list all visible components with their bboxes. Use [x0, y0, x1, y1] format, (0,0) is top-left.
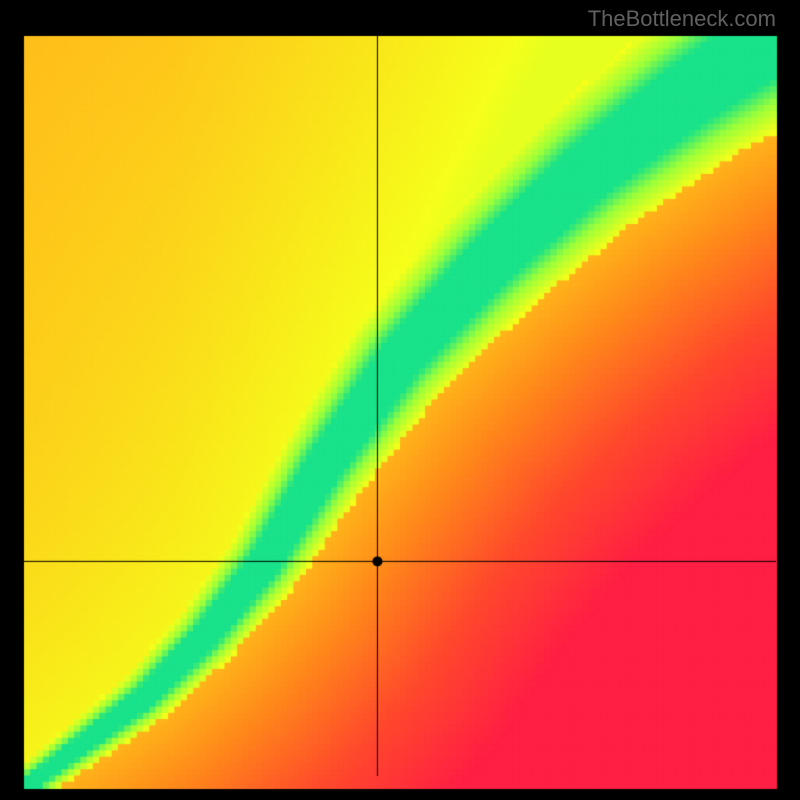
root: TheBottleneck.com: [0, 0, 800, 800]
bottleneck-heatmap-canvas: [0, 0, 800, 800]
watermark-text: TheBottleneck.com: [588, 6, 776, 32]
